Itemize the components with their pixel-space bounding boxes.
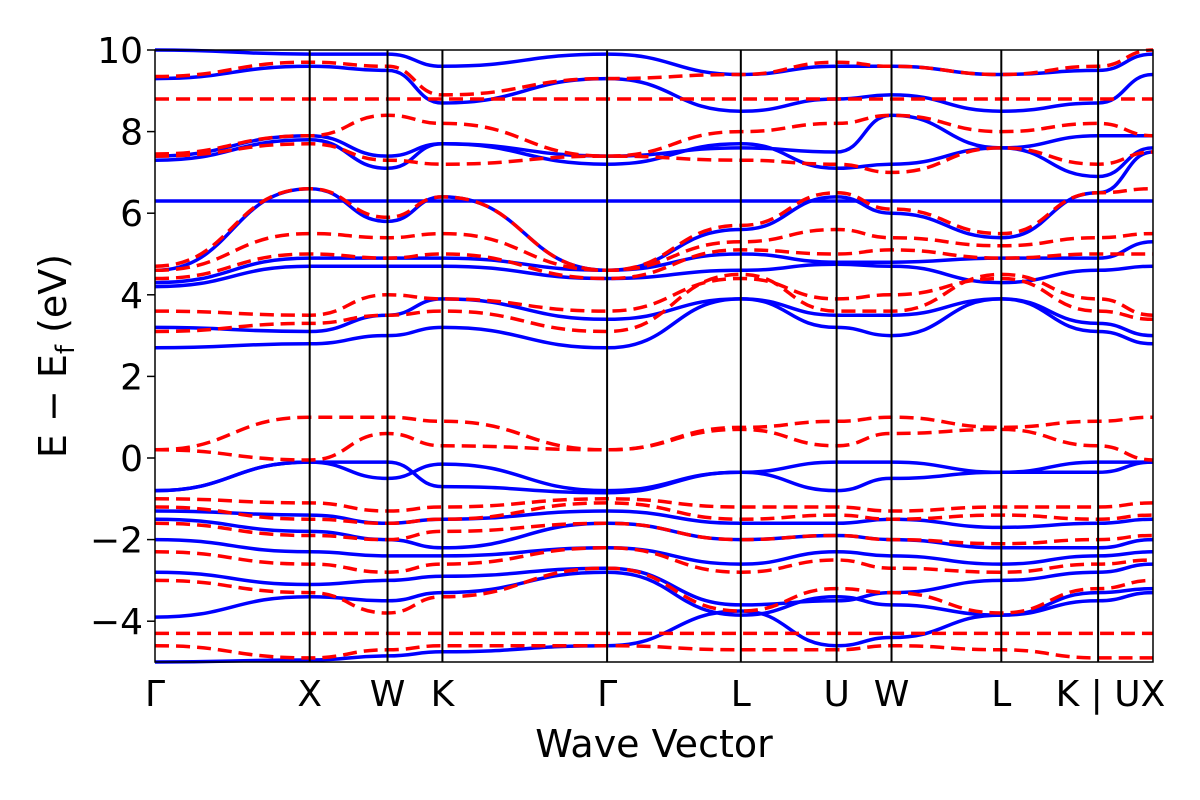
dashed-band-line-0 xyxy=(154,643,1153,660)
x-tick-label-10: X xyxy=(1141,674,1166,715)
y-tick-label-7: 10 xyxy=(97,31,143,72)
x-tick-label-0: Γ xyxy=(145,674,165,715)
solid-band-line-5 xyxy=(154,509,1154,530)
y-tick-label-6: 8 xyxy=(120,113,143,154)
dashed-band-line-4 xyxy=(154,521,1154,546)
dashed-band-line-17 xyxy=(154,48,1154,97)
x-tick-label-7: W xyxy=(874,674,910,715)
dashed-band-line-2 xyxy=(154,566,1154,615)
bands-layer xyxy=(154,48,1154,664)
x-tick-label-9: K | U xyxy=(1056,674,1141,715)
x-tick-label-3: K xyxy=(431,674,456,715)
dashed-band-line-9 xyxy=(154,272,1154,334)
solid-band-line-1 xyxy=(154,570,1154,619)
y-tick-label-3: 2 xyxy=(120,357,143,398)
y-tick-label-2: 0 xyxy=(120,439,143,480)
y-tick-label-0: −4 xyxy=(90,602,143,643)
dashed-band-line-5 xyxy=(154,501,1154,526)
dashed-band-line-15 xyxy=(154,113,1154,158)
y-axis-label-main: E − E xyxy=(31,354,75,458)
y-axis-label: E − Ef (eV) xyxy=(31,254,81,458)
dashed-band-line-14 xyxy=(154,142,1154,175)
y-axis-label-unit: (eV) xyxy=(31,254,75,333)
solid-band-line-9 xyxy=(154,297,1154,338)
dashed-band-line-8 xyxy=(154,427,1154,462)
solid-band-line-7 xyxy=(154,460,1154,495)
solid-band-line-10 xyxy=(154,262,1154,289)
y-axis-ticks: −4 −2 0 2 4 6 8 10 xyxy=(90,31,155,643)
high-symmetry-lines xyxy=(308,50,1100,662)
dashed-band-line-10 xyxy=(154,276,1154,322)
solid-band-line-3 xyxy=(154,537,1154,566)
y-tick-label-4: 4 xyxy=(120,276,143,317)
x-tick-label-1: X xyxy=(297,674,322,715)
x-tick-label-6: U xyxy=(823,674,849,715)
x-axis-label: Wave Vector xyxy=(535,722,773,766)
dashed-band-line-11 xyxy=(154,248,1153,281)
dashed-band-line-3 xyxy=(154,546,1154,574)
y-tick-label-1: −2 xyxy=(90,521,143,562)
dashed-band-line-12 xyxy=(154,227,1154,273)
y-tick-label-5: 6 xyxy=(120,194,143,235)
plot-background xyxy=(155,50,1153,662)
solid-band-line-2 xyxy=(154,562,1154,607)
x-tick-label-5: L xyxy=(731,674,751,715)
x-tick-label-2: W xyxy=(370,674,406,715)
x-tick-label-4: Γ xyxy=(597,674,617,715)
plot-frame xyxy=(154,49,1154,663)
solid-band-line-17 xyxy=(154,48,1154,77)
solid-band-line-15 xyxy=(154,113,1153,158)
solid-band-line-16 xyxy=(154,64,1154,113)
y-axis-label-subscript: f xyxy=(51,344,81,354)
dashed-band-line-6 xyxy=(154,497,1154,513)
x-tick-label-8: L xyxy=(991,674,1011,715)
